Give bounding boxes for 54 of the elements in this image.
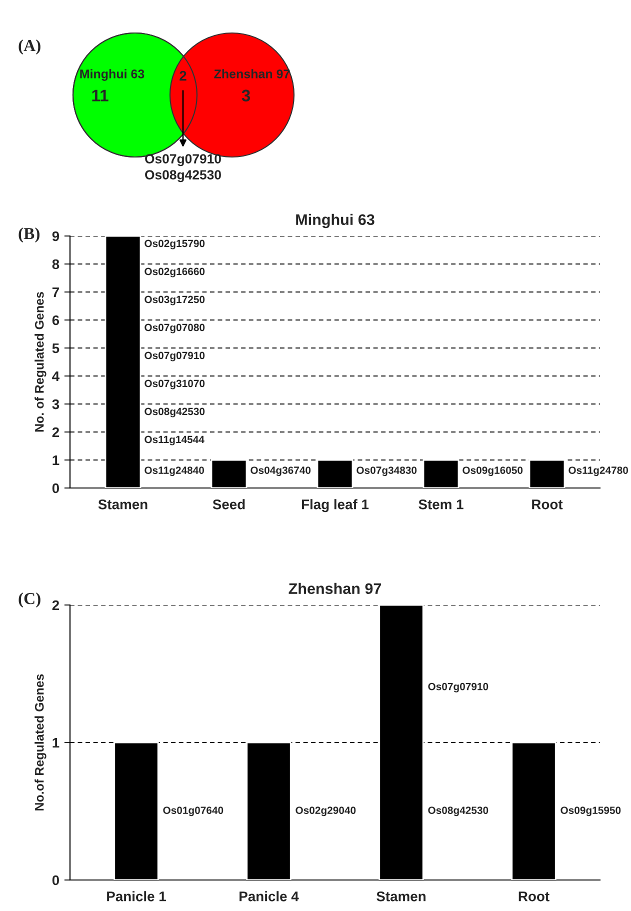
y-tick-label: 1 [52,738,60,748]
annotation: Os11g14544 [144,436,204,446]
y-tick-label: 0 [52,483,60,494]
x-tick-label: Seed [212,499,245,510]
text: Os08g42530 [145,170,221,182]
y-tick-label: 7 [52,287,59,298]
y-tick-label: 3 [52,399,60,410]
x-tick-label: Flag leaf 1 [302,499,369,512]
annotation: Os01g07640 [163,806,224,816]
y-tick-label: 5 [52,343,60,354]
annotation: Os02g15790 [144,240,205,250]
y-tick-label: 6 [52,315,60,326]
annotation: Os07g31070 [144,380,205,390]
x-tick-label: Panicle 1 [107,891,166,902]
category-label: Zhenshan 97 [214,69,290,78]
text: 2 [180,70,186,81]
y-tick-label: 2 [52,427,60,438]
category-label: Minghui 63 [80,69,144,81]
annotation: Os07g34830 [356,466,417,476]
y-tick-label: 0 [52,875,60,886]
text: Os07g07910 [145,154,221,166]
y-tick-label: 2 [52,600,60,610]
text: (A) [18,39,40,55]
annotation: Os09g16050 [462,466,523,476]
annotation: Os02g29040 [296,806,356,816]
text: (B) [18,227,40,243]
chart-title: Zhenshan 97 [288,582,382,594]
annotation: Os11g24840 [144,466,204,476]
annotation: Os09g15950 [560,806,621,816]
y-tick-label: 9 [52,231,60,242]
y-tick-label: 1 [52,455,60,466]
data-label: 3 [242,90,250,102]
y-axis-title: No.of Regulated Genes [34,674,46,810]
annotation: Os02g16660 [144,268,205,278]
x-tick-label: Stamen [376,891,426,902]
x-tick-label: Stamen [98,499,148,510]
annotation: Os08g42530 [144,408,205,418]
annotation: Os07g07910 [428,682,488,692]
chart-title: Minghui 63 [296,214,374,228]
y-axis-title: No. of Regulated Genes [34,292,46,432]
annotation: Os07g07080 [144,324,205,334]
data-label: 11 [92,90,108,102]
x-tick-label: Root [532,500,563,510]
x-tick-label: Stem 1 [418,499,464,510]
x-tick-label: Root [518,892,550,902]
y-tick-label: 4 [52,371,60,382]
annotation: Os04g36740 [250,466,311,476]
y-tick-label: 8 [52,259,60,270]
annotation: Os07g07910 [144,352,205,362]
annotation: Os11g24780 [568,466,628,476]
annotation: Os08g42530 [428,806,488,816]
x-tick-label: Panicle 4 [240,891,299,902]
annotation: Os03g17250 [144,296,205,306]
text: (C) [18,592,40,608]
